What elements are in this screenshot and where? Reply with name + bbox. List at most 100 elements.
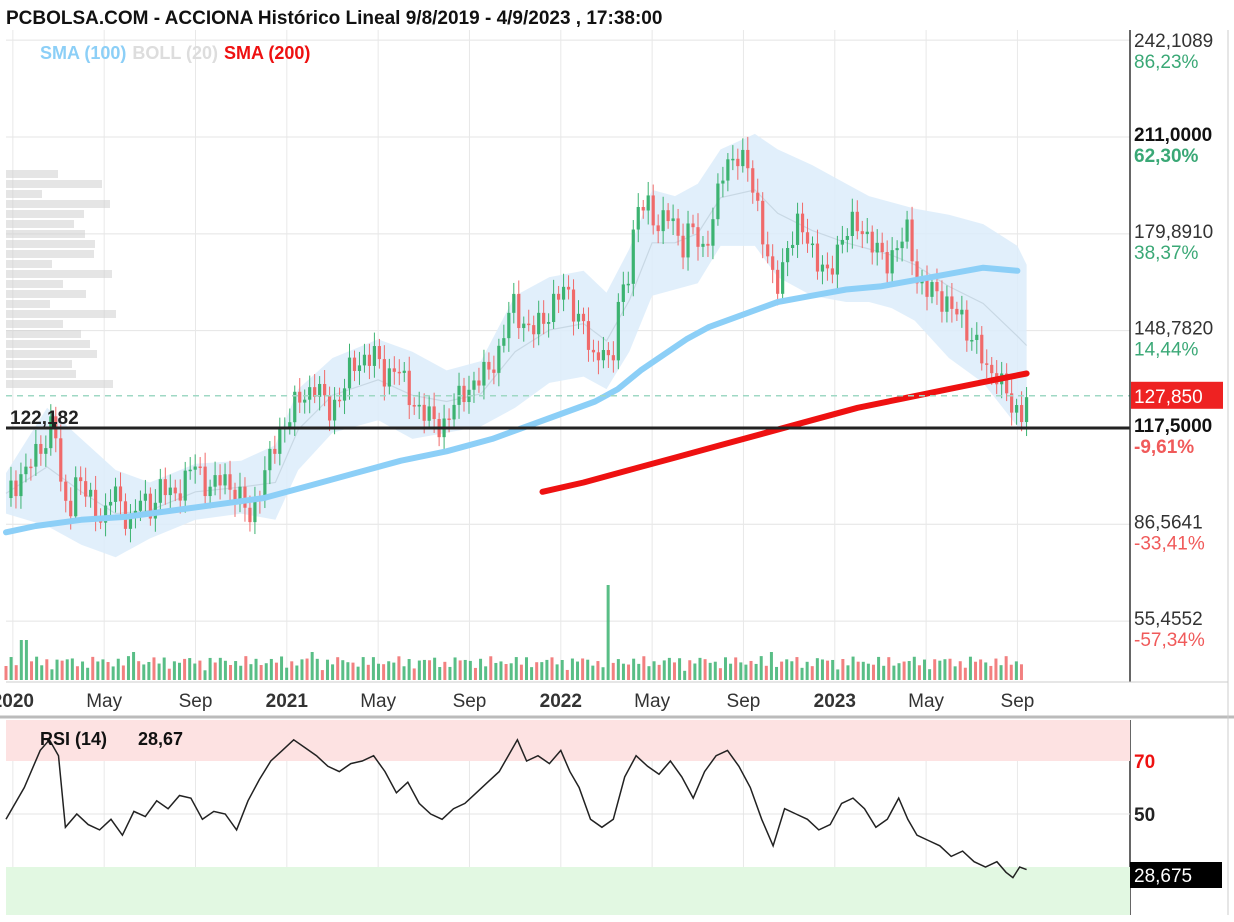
candle-body [751,168,755,193]
candle-body [158,479,162,503]
volume-bar [596,661,600,680]
volume-bar [688,660,692,680]
volume-bar [999,665,1003,680]
bollinger-fill [6,133,1027,558]
volume-bar [831,659,835,680]
candle-body [332,399,337,421]
volume-profile-bar [6,210,84,218]
volume-profile [6,170,116,388]
candle-body [507,312,511,339]
candle-body [382,359,386,387]
volume-bar [473,667,477,680]
candle-body [870,231,874,253]
candle-body [497,345,501,373]
candle-body [377,346,381,360]
candle-body [34,443,38,467]
candle-body [860,231,864,235]
candle-body [651,195,655,226]
candle-body [875,242,879,253]
volume-bar [30,661,34,680]
volume-profile-bar [6,240,95,248]
volume-bar [387,661,391,680]
volume-bar [91,656,95,680]
candle-body [641,207,645,211]
candle-body [113,486,118,502]
candle-body [178,493,182,501]
volume-bar [703,659,707,680]
volume-bar [412,668,416,680]
candle-body [576,313,581,322]
volume-bar [953,666,957,680]
volume-bar [897,663,901,680]
candle-body [781,262,785,294]
candle-body [895,248,899,251]
volume-bar [428,660,432,680]
rsi-line [5,738,1027,879]
volume-bar [734,657,738,680]
volume-bar [892,665,896,680]
y-tick-label: 148,7820 [1134,319,1213,340]
rsi-y-tick: 50 [1134,805,1155,826]
volume-bar [443,661,447,680]
candle-body [786,248,790,263]
volume-bar [1014,661,1018,680]
volume-bar [958,661,962,680]
candle-body [103,505,108,523]
volume-bar [336,657,340,680]
volume-profile-bar [6,220,74,228]
candle-body [761,200,765,245]
volume-profile-bar [6,360,72,368]
volume-bar [489,656,493,680]
volume-bar [96,661,100,680]
candle-body [975,334,979,340]
volume-bar [621,663,625,680]
volume-bar [780,661,784,680]
candle-body [527,323,531,326]
candle-body [691,223,695,228]
volume-bar [244,656,248,680]
candle-body [776,269,780,294]
candle-body [203,466,207,497]
candle-body [522,323,526,329]
volume-bar [887,657,891,680]
candle-body [84,481,88,497]
volume-bar [540,662,544,680]
candle-body [372,346,376,366]
candle-body [39,443,43,454]
legend: SMA (100) BOLL (20) SMA (200) [40,43,316,64]
volume-bar [923,659,927,680]
candle-body [741,149,745,167]
volume-bar [576,661,580,680]
volume-bar [979,659,983,680]
candle-body [835,244,839,275]
volume-bar [494,662,498,680]
candle-body [327,395,332,421]
candle-body [542,312,546,324]
volume-bar [570,658,574,680]
y-tick-label: 55,4552 [1134,609,1203,630]
volume-profile-bar [6,300,50,308]
candle-body [452,404,456,420]
candle-body [800,213,805,233]
volume-bar [514,657,518,680]
volume-bar [351,662,355,680]
candle-body [173,487,177,494]
volume-bar [693,663,697,680]
candle-body [9,480,13,499]
volume-bar [116,658,120,680]
volume-bar [157,663,161,680]
candle-body [183,470,187,501]
volume-bar [203,670,207,680]
candle-body [472,380,476,390]
x-tick-label: 2022 [540,691,582,712]
volume-bar [815,658,819,680]
candle-body [1005,373,1009,394]
candle-body [228,474,232,490]
volume-bar [928,669,932,680]
volume-bar [1009,664,1013,680]
volume-bar [81,661,85,680]
y-tick-label: 211,0000 [1134,125,1212,146]
volume-bar [800,667,804,680]
candle-body [925,279,929,297]
